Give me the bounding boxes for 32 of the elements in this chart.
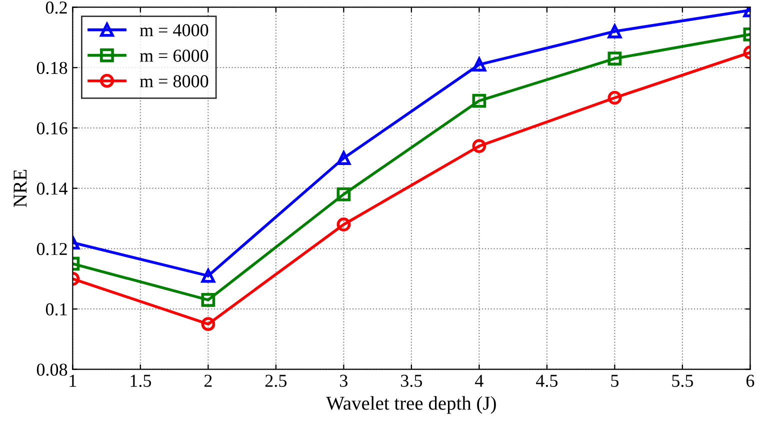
x-tick-label: 2: [204, 374, 212, 387]
x-tick-label: 1: [70, 374, 76, 387]
x-tick-label: 2.5: [265, 374, 287, 387]
x-tick-label: 5: [611, 374, 618, 387]
legend-label: m = 4000: [140, 24, 208, 36]
y-axis-title: NRE: [14, 170, 27, 208]
x-tick-label: 4.5: [536, 374, 558, 387]
x-tick-label: 3.5: [401, 374, 422, 387]
point: [472, 139, 486, 153]
y-tick-label: 0.1: [46, 303, 67, 316]
legend-label: m = 8000: [140, 75, 208, 88]
x-axis-title: Wavelet tree depth (J): [326, 396, 496, 414]
point: [336, 187, 351, 202]
point: [336, 218, 351, 232]
y-tick-label: 0.12: [36, 242, 67, 256]
y-tick-label: 0.14: [36, 182, 68, 195]
point: [608, 52, 622, 66]
point: [608, 24, 622, 38]
y-tick-label: 0.2: [46, 2, 67, 14]
x-tick-label: 4: [475, 374, 484, 387]
x-tick-label: 3: [340, 374, 348, 387]
legend-label: m = 6000: [140, 50, 208, 62]
y-tick-label: 0.08: [36, 364, 68, 376]
y-tick-label: 0.16: [36, 122, 68, 134]
y-tick-label: 0.18: [36, 62, 68, 74]
x-tick-label: 1.5: [130, 374, 152, 387]
point: [608, 90, 622, 105]
x-tick-label: 6: [746, 374, 754, 387]
x-tick-label: 5.5: [672, 374, 694, 387]
point: [336, 151, 351, 166]
point: [472, 94, 486, 108]
point: [472, 58, 486, 72]
